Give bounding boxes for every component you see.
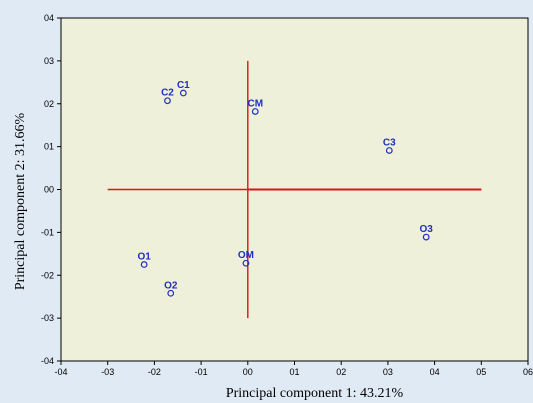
y-axis-ticks: -04 -03 -02 -01 00 01 02 03 04 (41, 13, 61, 366)
y-tick-label: 03 (44, 56, 54, 66)
x-tick-label: 06 (523, 367, 533, 377)
data-point-c1 (179, 89, 187, 97)
x-tick-label: 00 (243, 367, 253, 377)
x-tick-label: 03 (383, 367, 393, 377)
point-label-o2: O2 (164, 280, 178, 291)
y-tick-label: 01 (44, 142, 54, 152)
point-label-c3: C3 (383, 137, 396, 148)
x-tick-label: 05 (476, 367, 486, 377)
data-point-o1 (140, 261, 148, 268)
x-axis-title: Principal component 1: 43.21% (226, 386, 404, 401)
point-label-cm: CM (247, 98, 263, 109)
y-tick-label: -04 (41, 356, 54, 366)
x-tick-label: -04 (54, 367, 67, 377)
y-axis-title: Principal component 2: 31.66% (13, 113, 28, 291)
y-tick-label: -03 (41, 313, 54, 323)
reference-lines (107, 60, 482, 319)
y-tick-label: -01 (41, 227, 54, 237)
data-point-o3 (422, 233, 430, 241)
x-tick-label: 01 (289, 367, 299, 377)
y-tick-label: 02 (44, 99, 54, 109)
x-tick-label: 02 (336, 367, 346, 377)
x-axis-ticks: -04 -03 -02 -01 00 01 02 03 04 05 06 (54, 361, 533, 377)
point-label-c1: C1 (177, 80, 190, 91)
point-label-c2: C2 (161, 88, 174, 99)
x-tick-label: -02 (148, 367, 161, 377)
data-point-c3 (385, 147, 393, 154)
point-label-o1: O1 (137, 252, 151, 263)
data-point-om (242, 259, 250, 267)
point-label-om: OM (238, 250, 254, 261)
y-tick-label: 00 (44, 185, 54, 195)
x-tick-label: 04 (430, 367, 440, 377)
data-point-c2 (164, 97, 171, 105)
data-point-cm (251, 108, 259, 115)
point-label-o3: O3 (420, 224, 434, 235)
x-tick-label: -01 (195, 367, 208, 377)
data-point-o2 (167, 289, 175, 297)
y-tick-label: 04 (44, 13, 54, 23)
x-tick-label: -03 (101, 367, 114, 377)
y-tick-label: -02 (41, 270, 54, 280)
